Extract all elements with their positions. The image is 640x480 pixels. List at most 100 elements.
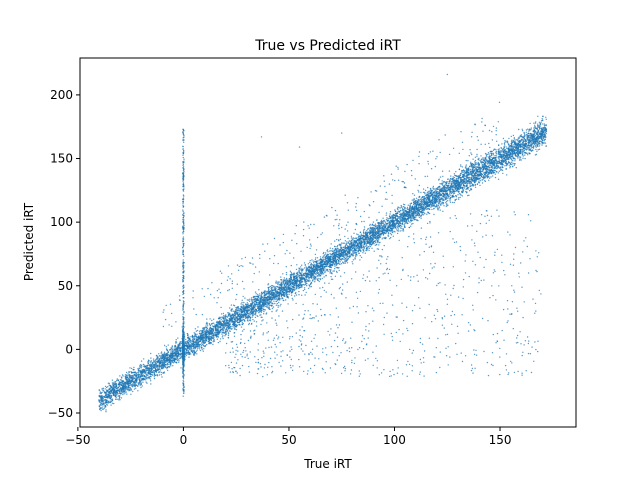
scatter-point	[542, 115, 544, 118]
scatter-point	[324, 257, 326, 259]
scatter-point	[386, 223, 388, 225]
scatter-point	[542, 119, 544, 121]
scatter-point	[346, 242, 348, 244]
scatter-point	[389, 238, 391, 240]
scatter-point	[532, 145, 535, 148]
scatter-point	[160, 371, 163, 374]
scatter-point	[208, 334, 210, 336]
scatter-point	[150, 367, 153, 369]
scatter-point	[369, 243, 371, 245]
scatter-point	[307, 263, 310, 265]
scatter-point	[469, 168, 472, 171]
scatter-point	[417, 211, 420, 214]
scatter-point	[352, 263, 354, 265]
scatter-point	[154, 360, 157, 362]
scatter-point	[231, 325, 233, 327]
scatter-point	[305, 283, 307, 285]
scatter-point	[262, 297, 264, 300]
scatter-point	[354, 258, 356, 260]
scatter-point	[210, 339, 213, 342]
scatter-point	[310, 262, 313, 265]
scatter-point	[101, 388, 103, 390]
scatter-point	[438, 197, 440, 200]
scatter-point	[315, 278, 317, 280]
scatter-point	[415, 197, 418, 199]
scatter-point	[125, 391, 127, 393]
scatter-point	[482, 161, 484, 163]
scatter-point	[486, 153, 489, 156]
scatter-point	[255, 305, 257, 308]
scatter-point	[428, 193, 430, 195]
scatter-point	[395, 213, 397, 215]
scatter-point	[322, 258, 325, 261]
scatter-point	[401, 206, 403, 208]
scatter-point	[449, 201, 452, 203]
scatter-point	[424, 193, 426, 195]
scatter-point	[382, 223, 385, 225]
scatter-point	[153, 377, 156, 380]
scatter-point	[140, 386, 142, 389]
scatter-point	[205, 329, 208, 331]
scatter-point	[229, 307, 231, 309]
scatter-point	[356, 233, 358, 235]
scatter-point	[359, 245, 361, 247]
scatter-point	[209, 318, 211, 320]
scatter-point	[247, 299, 250, 301]
scatter-point	[111, 379, 114, 381]
scatter-point	[510, 135, 512, 138]
scatter-point	[242, 323, 244, 325]
scatter-point	[267, 290, 270, 292]
scatter-point	[409, 213, 412, 215]
scatter-point	[443, 205, 445, 207]
scatter-point	[351, 261, 353, 263]
scatter-point	[544, 142, 547, 144]
scatter-point	[536, 126, 539, 128]
scatter-point	[492, 152, 495, 155]
scatter-point	[487, 152, 490, 154]
scatter-point	[231, 328, 233, 330]
scatter-point	[272, 285, 274, 287]
scatter-point	[508, 137, 510, 140]
scatter-point	[358, 235, 361, 237]
scatter-point	[153, 361, 155, 363]
scatter-point	[424, 197, 426, 199]
scatter-point	[492, 154, 495, 156]
scatter-point	[253, 320, 255, 322]
scatter-point	[389, 211, 392, 213]
scatter-point	[101, 407, 103, 409]
scatter-point	[143, 364, 145, 366]
scatter-point	[127, 373, 129, 375]
scatter-point	[296, 264, 298, 266]
scatter-point	[383, 244, 385, 247]
scatter-point	[482, 178, 485, 180]
chart-title: True vs Predicted iRT	[254, 38, 401, 54]
scatter-point	[478, 181, 480, 184]
scatter-point	[229, 330, 231, 332]
scatter-point	[285, 273, 288, 276]
scatter-point	[136, 372, 138, 374]
scatter-point	[534, 122, 537, 124]
scatter-point	[295, 294, 298, 296]
scatter-point	[406, 206, 409, 209]
scatter-point	[221, 333, 223, 335]
scatter-point	[497, 172, 499, 174]
scatter-point	[190, 347, 193, 350]
scatter-point	[249, 298, 251, 300]
scatter-point	[490, 176, 492, 178]
scatter-point	[220, 318, 222, 321]
scatter-point	[402, 209, 404, 212]
scatter-point	[513, 164, 515, 166]
scatter-point	[401, 208, 404, 210]
scatter-point	[368, 249, 370, 252]
scatter-point	[197, 326, 199, 328]
scatter-point	[255, 293, 257, 295]
scatter-point	[304, 288, 306, 291]
scatter-point	[399, 216, 401, 218]
scatter-point	[334, 263, 336, 265]
scatter-point	[418, 216, 421, 219]
scatter-point	[332, 270, 334, 272]
scatter-point	[396, 228, 398, 230]
scatter-point	[390, 236, 392, 239]
